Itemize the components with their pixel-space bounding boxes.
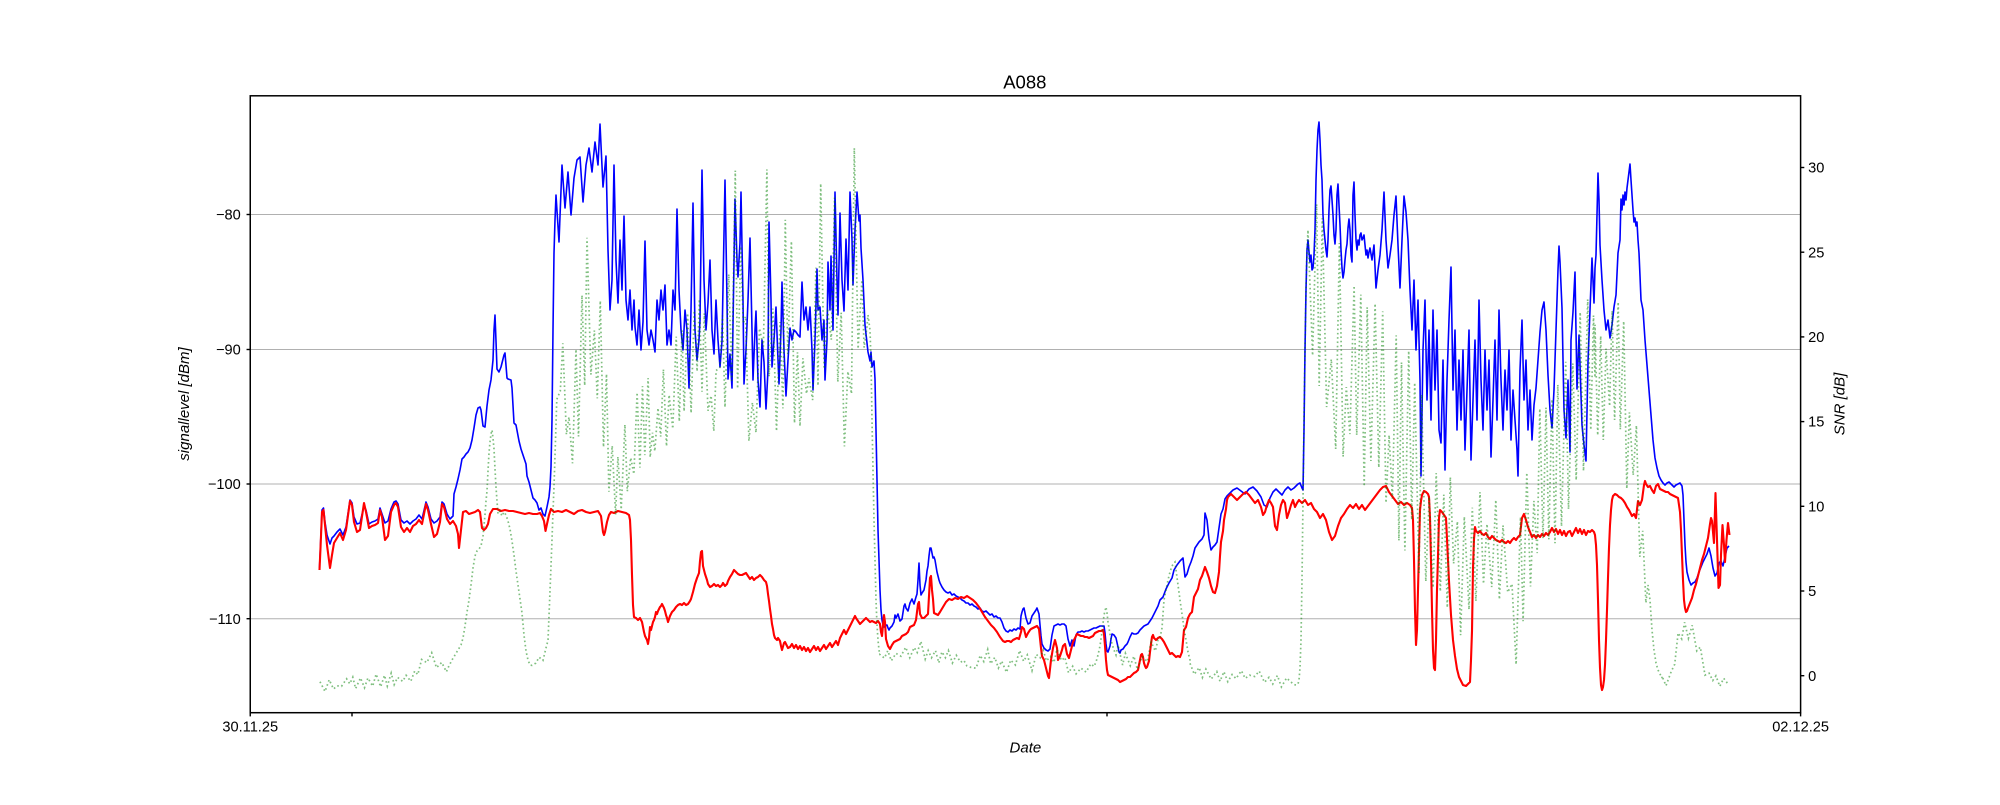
svg-text:−80: −80 (216, 208, 241, 224)
svg-text:15: 15 (1808, 415, 1824, 431)
svg-text:0: 0 (1808, 669, 1816, 685)
svg-text:−100: −100 (208, 477, 241, 493)
svg-text:Date: Date (1010, 739, 1042, 756)
svg-text:30.11.25: 30.11.25 (222, 720, 278, 736)
svg-text:02.12.25: 02.12.25 (1772, 720, 1829, 736)
svg-text:25: 25 (1808, 245, 1824, 261)
svg-text:10: 10 (1808, 499, 1824, 515)
svg-text:signallevel [dBm]: signallevel [dBm] (176, 346, 193, 460)
svg-text:5: 5 (1808, 584, 1816, 600)
svg-text:−110: −110 (209, 612, 241, 628)
svg-text:20: 20 (1808, 330, 1824, 346)
svg-text:−90: −90 (216, 343, 241, 359)
svg-text:30: 30 (1808, 161, 1824, 177)
svg-text:A088: A088 (1003, 72, 1046, 93)
svg-text:SNR [dB]: SNR [dB] (1832, 372, 1849, 435)
